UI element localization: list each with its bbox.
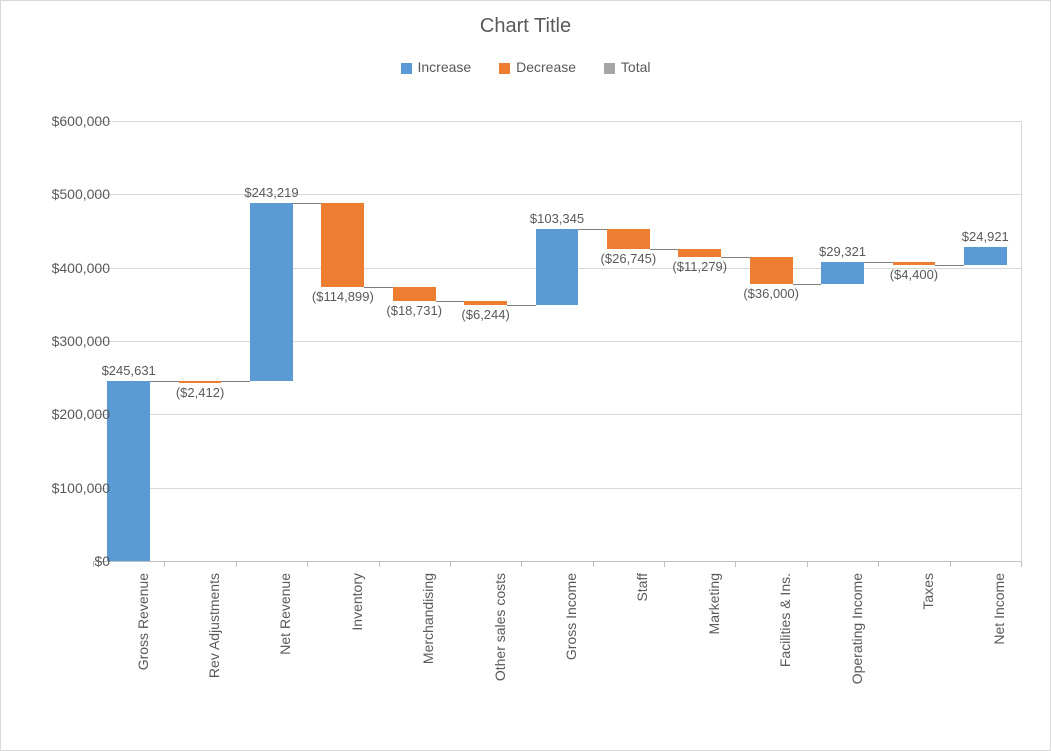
bar-increase: [964, 247, 1007, 265]
connector-line: [221, 381, 250, 382]
gridline: [93, 341, 1021, 342]
x-tick: [236, 561, 237, 567]
x-tick: [664, 561, 665, 567]
connector-line: [721, 257, 750, 258]
data-label: ($18,731): [386, 303, 442, 318]
legend-item-total: Total: [604, 59, 651, 75]
data-label: ($4,400): [890, 267, 938, 282]
category-label: Facilities & Ins.: [777, 573, 793, 667]
connector-line: [578, 229, 607, 230]
bar-decrease: [464, 301, 507, 306]
data-label: $245,631: [102, 363, 156, 378]
bar-decrease: [750, 257, 793, 283]
bar-decrease: [179, 381, 222, 383]
legend-swatch-total: [604, 63, 615, 74]
connector-line: [650, 249, 679, 250]
category-label: Staff: [634, 573, 650, 602]
y-axis-label: $100,000: [30, 480, 110, 496]
gridline: [93, 194, 1021, 195]
legend-item-decrease: Decrease: [499, 59, 576, 75]
category-label: Inventory: [349, 573, 365, 631]
gridline: [93, 121, 1021, 122]
data-label: ($114,899): [312, 289, 374, 304]
chart-title: Chart Title: [1, 15, 1050, 38]
category-label: Merchandising: [420, 573, 436, 664]
x-tick: [735, 561, 736, 567]
bar-decrease: [607, 229, 650, 249]
connector-line: [793, 284, 822, 285]
plot-area: [93, 121, 1022, 561]
data-label: $103,345: [530, 211, 584, 226]
connector-line: [436, 301, 465, 302]
x-tick: [807, 561, 808, 567]
x-tick: [379, 561, 380, 567]
data-label: $243,219: [244, 185, 298, 200]
x-tick: [1021, 561, 1022, 567]
y-axis-label: $300,000: [30, 333, 110, 349]
category-label: Marketing: [706, 573, 722, 634]
data-label: $29,321: [819, 244, 866, 259]
waterfall-chart: Chart Title Increase Decrease Total $0 $1…: [0, 0, 1051, 751]
category-label: Operating Income: [849, 573, 865, 684]
category-label: Net Revenue: [277, 573, 293, 655]
x-tick: [307, 561, 308, 567]
data-label: ($26,745): [601, 251, 657, 266]
gridline: [93, 488, 1021, 489]
x-tick: [950, 561, 951, 567]
x-tick: [593, 561, 594, 567]
category-label: Gross Revenue: [135, 573, 151, 670]
bar-increase: [536, 229, 579, 305]
category-label: Other sales costs: [492, 573, 508, 681]
category-label: Gross Income: [563, 573, 579, 660]
x-tick: [878, 561, 879, 567]
bar-decrease: [393, 287, 436, 301]
bar-increase: [821, 262, 864, 284]
gridline: [93, 561, 1021, 562]
y-axis-label: $500,000: [30, 186, 110, 202]
bar-decrease: [678, 249, 721, 257]
data-label: ($11,279): [672, 259, 727, 274]
y-axis-label: $600,000: [30, 113, 110, 129]
y-axis-label: $400,000: [30, 260, 110, 276]
bar-decrease: [321, 203, 364, 287]
x-tick: [521, 561, 522, 567]
legend-label: Increase: [418, 59, 472, 75]
legend-item-increase: Increase: [401, 59, 472, 75]
category-label: Net Income: [991, 573, 1007, 645]
legend-swatch-decrease: [499, 63, 510, 74]
y-axis-label: $200,000: [30, 406, 110, 422]
legend-label: Total: [621, 59, 651, 75]
bar-increase: [107, 381, 150, 561]
legend-label: Decrease: [516, 59, 576, 75]
legend: Increase Decrease Total: [1, 59, 1050, 75]
data-label: $24,921: [962, 229, 1009, 244]
legend-swatch-increase: [401, 63, 412, 74]
y-axis-label: $0: [30, 553, 110, 569]
connector-line: [935, 265, 964, 266]
category-label: Taxes: [920, 573, 936, 610]
connector-line: [864, 262, 893, 263]
bar-increase: [250, 203, 293, 381]
connector-line: [293, 203, 322, 204]
data-label: ($6,244): [461, 307, 509, 322]
data-label: ($2,412): [176, 385, 224, 400]
x-tick: [164, 561, 165, 567]
gridline: [93, 414, 1021, 415]
connector-line: [507, 305, 536, 306]
category-label: Rev Adjustments: [206, 573, 222, 678]
x-tick: [450, 561, 451, 567]
connector-line: [364, 287, 393, 288]
connector-line: [150, 381, 179, 382]
data-label: ($36,000): [743, 286, 799, 301]
bar-decrease: [893, 262, 936, 265]
